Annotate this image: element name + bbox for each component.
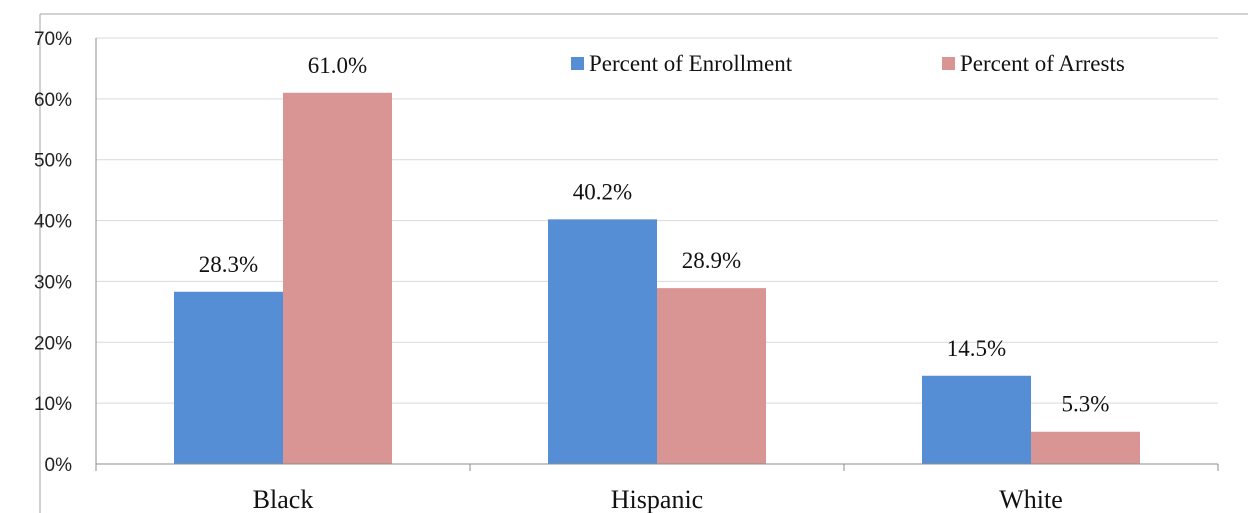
axes (95, 38, 1219, 471)
legend-swatch (571, 57, 584, 70)
legend: Percent of Enrollment Percent of Arrests (571, 51, 1125, 76)
chart-frame (39, 13, 1248, 513)
y-tick-label: 10% (34, 394, 72, 415)
bars (174, 92, 1140, 465)
data-label: 28.3% (199, 252, 258, 277)
category-label: White (999, 485, 1063, 513)
bar-white-percent-of-enrollment (922, 375, 1031, 464)
y-tick-label: 20% (34, 333, 72, 354)
legend-label: Percent of Enrollment (589, 51, 793, 76)
bar-hispanic-percent-of-arrests (657, 288, 766, 464)
data-label: 5.3% (1062, 392, 1110, 417)
category-label: Hispanic (611, 485, 703, 513)
y-tick-label: 50% (34, 151, 72, 172)
y-tick-label: 30% (34, 272, 72, 293)
y-tick-label: 60% (34, 90, 72, 111)
data-label: 61.0% (308, 53, 367, 78)
bar-black-percent-of-arrests (283, 92, 392, 465)
legend-swatch (942, 57, 955, 70)
bar-black-percent-of-enrollment (174, 291, 283, 464)
legend-label: Percent of Arrests (960, 51, 1125, 76)
bar-hispanic-percent-of-enrollment (548, 219, 657, 464)
y-tick-label: 0% (45, 455, 73, 476)
data-label: 40.2% (573, 179, 632, 204)
bar-white-percent-of-arrests (1031, 431, 1140, 464)
category-labels: Black Hispanic White (253, 485, 1063, 513)
data-labels: 28.3% 61.0% 40.2% 28.9% 14.5% 5.3% (199, 53, 1110, 417)
category-label: Black (253, 485, 314, 513)
data-label: 28.9% (682, 248, 741, 273)
y-axis-tick-labels: 0% 10% 20% 30% 40% 50% 60% 70% (34, 29, 72, 476)
data-label: 14.5% (947, 336, 1006, 361)
y-tick-label: 70% (34, 29, 72, 50)
y-tick-label: 40% (34, 212, 72, 233)
